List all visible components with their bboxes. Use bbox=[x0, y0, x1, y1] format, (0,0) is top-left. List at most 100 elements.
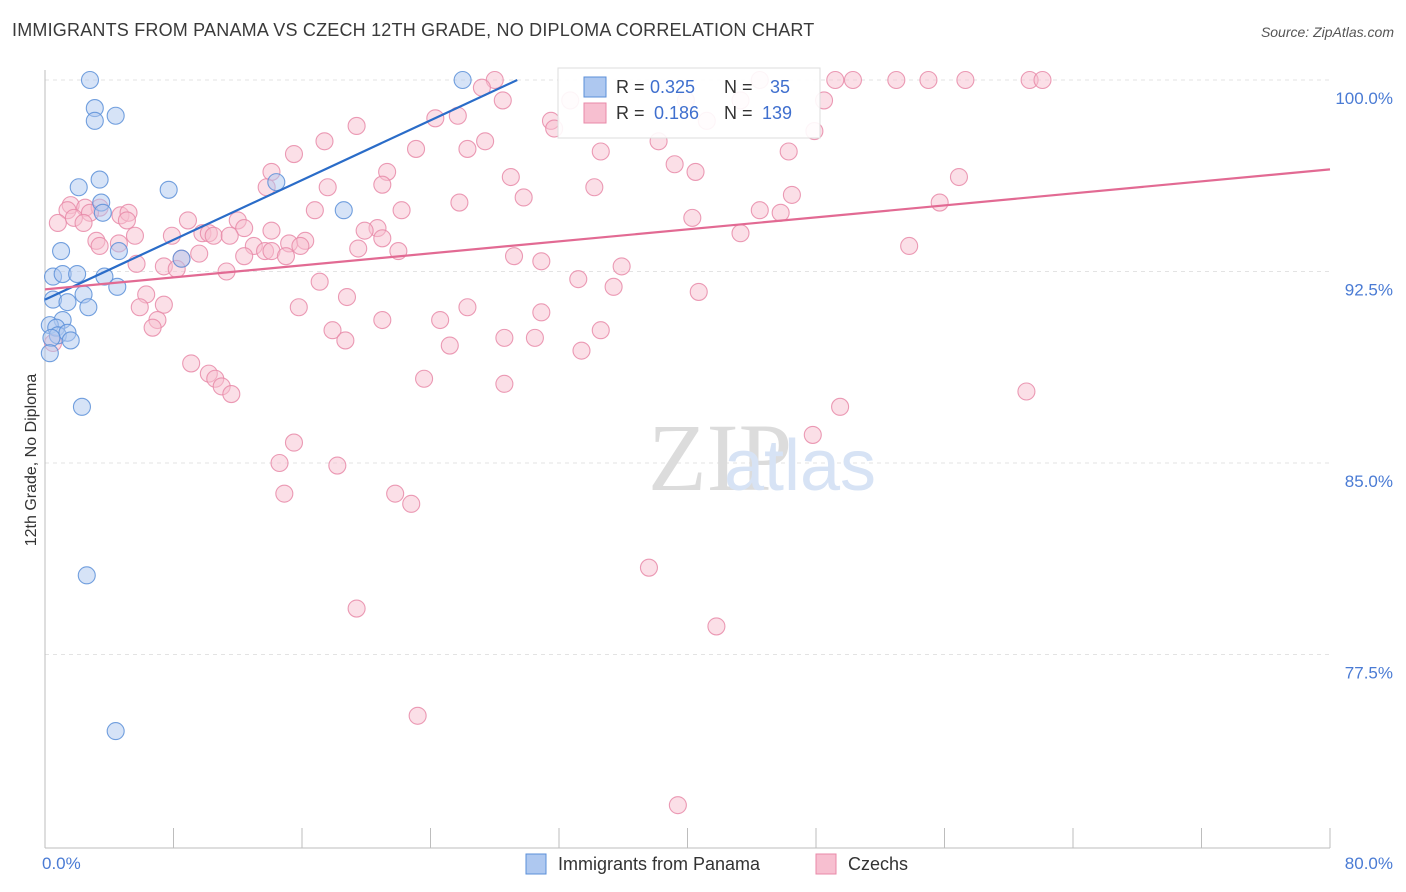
czechs-point-44 bbox=[305, 201, 324, 220]
czechs-point-70 bbox=[731, 224, 750, 243]
panama-point-31 bbox=[40, 344, 59, 363]
czechs-point-91 bbox=[532, 252, 551, 271]
czechs-point-71 bbox=[125, 226, 144, 245]
czechs-point-107 bbox=[532, 303, 551, 322]
chart-title: IMMIGRANTS FROM PANAMA VS CZECH 12TH GRA… bbox=[12, 20, 815, 40]
czechs-point-102 bbox=[337, 287, 357, 307]
czechs-point-40 bbox=[514, 188, 533, 207]
czechs-point-132 bbox=[328, 456, 347, 475]
czechs-point-8 bbox=[1033, 70, 1052, 90]
czechs-point-125 bbox=[415, 369, 434, 388]
trend-line-panama bbox=[44, 79, 518, 301]
czechs-point-63 bbox=[235, 219, 254, 238]
czechs-point-105 bbox=[289, 298, 308, 317]
czechs-point-135 bbox=[402, 494, 421, 513]
czechs-point-30 bbox=[665, 155, 684, 174]
bottom-legend: Immigrants from Panama Czechs bbox=[525, 853, 908, 875]
czechs-point-124 bbox=[222, 385, 241, 404]
panama-point-8 bbox=[267, 173, 286, 192]
czechs-point-116 bbox=[336, 331, 355, 350]
watermark-atlas: atlas bbox=[724, 426, 876, 506]
czechs-point-27 bbox=[591, 142, 610, 161]
panama-point-17 bbox=[68, 265, 87, 284]
czechs-point-45 bbox=[392, 201, 411, 220]
czechs-point-58 bbox=[117, 211, 136, 230]
czechs-point-29 bbox=[284, 144, 304, 164]
panama-point-14 bbox=[172, 249, 191, 268]
bottom-legend-swatch-czechs bbox=[815, 853, 837, 875]
czechs-point-109 bbox=[431, 310, 450, 330]
czechs-point-83 bbox=[291, 236, 310, 256]
czechs-point-128 bbox=[831, 397, 850, 416]
czechs-point-134 bbox=[386, 484, 405, 503]
bottom-legend-label-czechs: Czechs bbox=[848, 854, 908, 874]
legend-r-value-blue: 0.325 bbox=[650, 77, 695, 97]
panama-point-0 bbox=[80, 70, 100, 90]
czechs-point-59 bbox=[178, 211, 198, 230]
czechs-point-115 bbox=[525, 328, 544, 347]
czechs-point-104 bbox=[154, 295, 173, 314]
czechs-point-89 bbox=[276, 247, 295, 266]
czechs-point-127 bbox=[1017, 382, 1036, 401]
czechs-point-69 bbox=[262, 221, 281, 240]
czechs-point-43 bbox=[930, 193, 949, 212]
czechs-point-36 bbox=[373, 175, 392, 194]
czechs-point-41 bbox=[782, 185, 801, 204]
czechs-point-80 bbox=[349, 239, 368, 258]
czechs-point-117 bbox=[440, 336, 459, 355]
czechs-point-38 bbox=[318, 178, 337, 197]
czechs-point-61 bbox=[683, 208, 702, 227]
panama-point-19 bbox=[108, 277, 127, 296]
czechs-point-9 bbox=[493, 91, 512, 110]
legend-n-label-pink: N = bbox=[724, 103, 753, 123]
y-tick-labels: 100.0% 92.5% 85.0% 77.5% bbox=[1335, 89, 1393, 683]
czechs-point-42 bbox=[450, 193, 469, 212]
czechs-point-98 bbox=[569, 270, 588, 289]
legend-swatch-pink bbox=[583, 102, 607, 124]
legend-r-value-pink: 0.186 bbox=[654, 103, 699, 123]
czechs-point-119 bbox=[572, 341, 591, 360]
panama-point-11 bbox=[93, 203, 112, 222]
czechs-point-139 bbox=[408, 706, 427, 725]
legend-n-value-pink: 139 bbox=[762, 103, 792, 123]
czechs-point-100 bbox=[689, 282, 708, 301]
czechs-point-68 bbox=[220, 226, 239, 245]
panama-point-9 bbox=[334, 201, 353, 220]
x-tick-label-max: 80.0% bbox=[1345, 854, 1393, 873]
x-tick-labels: 0.0% 80.0% bbox=[42, 854, 1393, 873]
panama-point-33 bbox=[77, 566, 96, 585]
czechs-point-136 bbox=[639, 558, 659, 577]
czechs-point-46 bbox=[750, 201, 769, 220]
series-czechs-points bbox=[43, 70, 1052, 815]
czechs-point-112 bbox=[323, 321, 342, 340]
legend-r-label-blue: R = bbox=[616, 77, 645, 97]
panama-point-21 bbox=[58, 293, 77, 312]
trend-lines bbox=[44, 79, 1331, 301]
czechs-point-133 bbox=[275, 484, 294, 503]
series-panama-points bbox=[40, 70, 472, 741]
panama-point-1 bbox=[453, 70, 472, 90]
czechs-point-64 bbox=[355, 221, 374, 240]
czechs-point-35 bbox=[949, 167, 969, 187]
panama-point-32 bbox=[72, 397, 91, 416]
czechs-point-111 bbox=[143, 318, 162, 337]
czechs-point-88 bbox=[235, 247, 254, 266]
y-tick-label-1: 92.5% bbox=[1345, 281, 1393, 300]
czechs-point-113 bbox=[591, 321, 610, 340]
czechs-point-93 bbox=[612, 257, 631, 276]
czechs-point-34 bbox=[501, 167, 520, 187]
czechs-point-76 bbox=[373, 229, 392, 248]
y-tick-label-0: 100.0% bbox=[1335, 89, 1393, 108]
panama-point-12 bbox=[52, 242, 71, 261]
czechs-point-126 bbox=[495, 374, 514, 393]
czechs-point-114 bbox=[495, 328, 514, 347]
panama-point-7 bbox=[69, 178, 88, 197]
legend-n-label-blue: N = bbox=[724, 77, 753, 97]
czechs-point-137 bbox=[347, 599, 366, 618]
gridlines bbox=[45, 79, 1330, 655]
x-tick-label-min: 0.0% bbox=[42, 854, 81, 873]
czechs-point-55 bbox=[48, 213, 67, 233]
czechs-point-57 bbox=[74, 213, 93, 233]
panama-point-5 bbox=[90, 170, 109, 189]
